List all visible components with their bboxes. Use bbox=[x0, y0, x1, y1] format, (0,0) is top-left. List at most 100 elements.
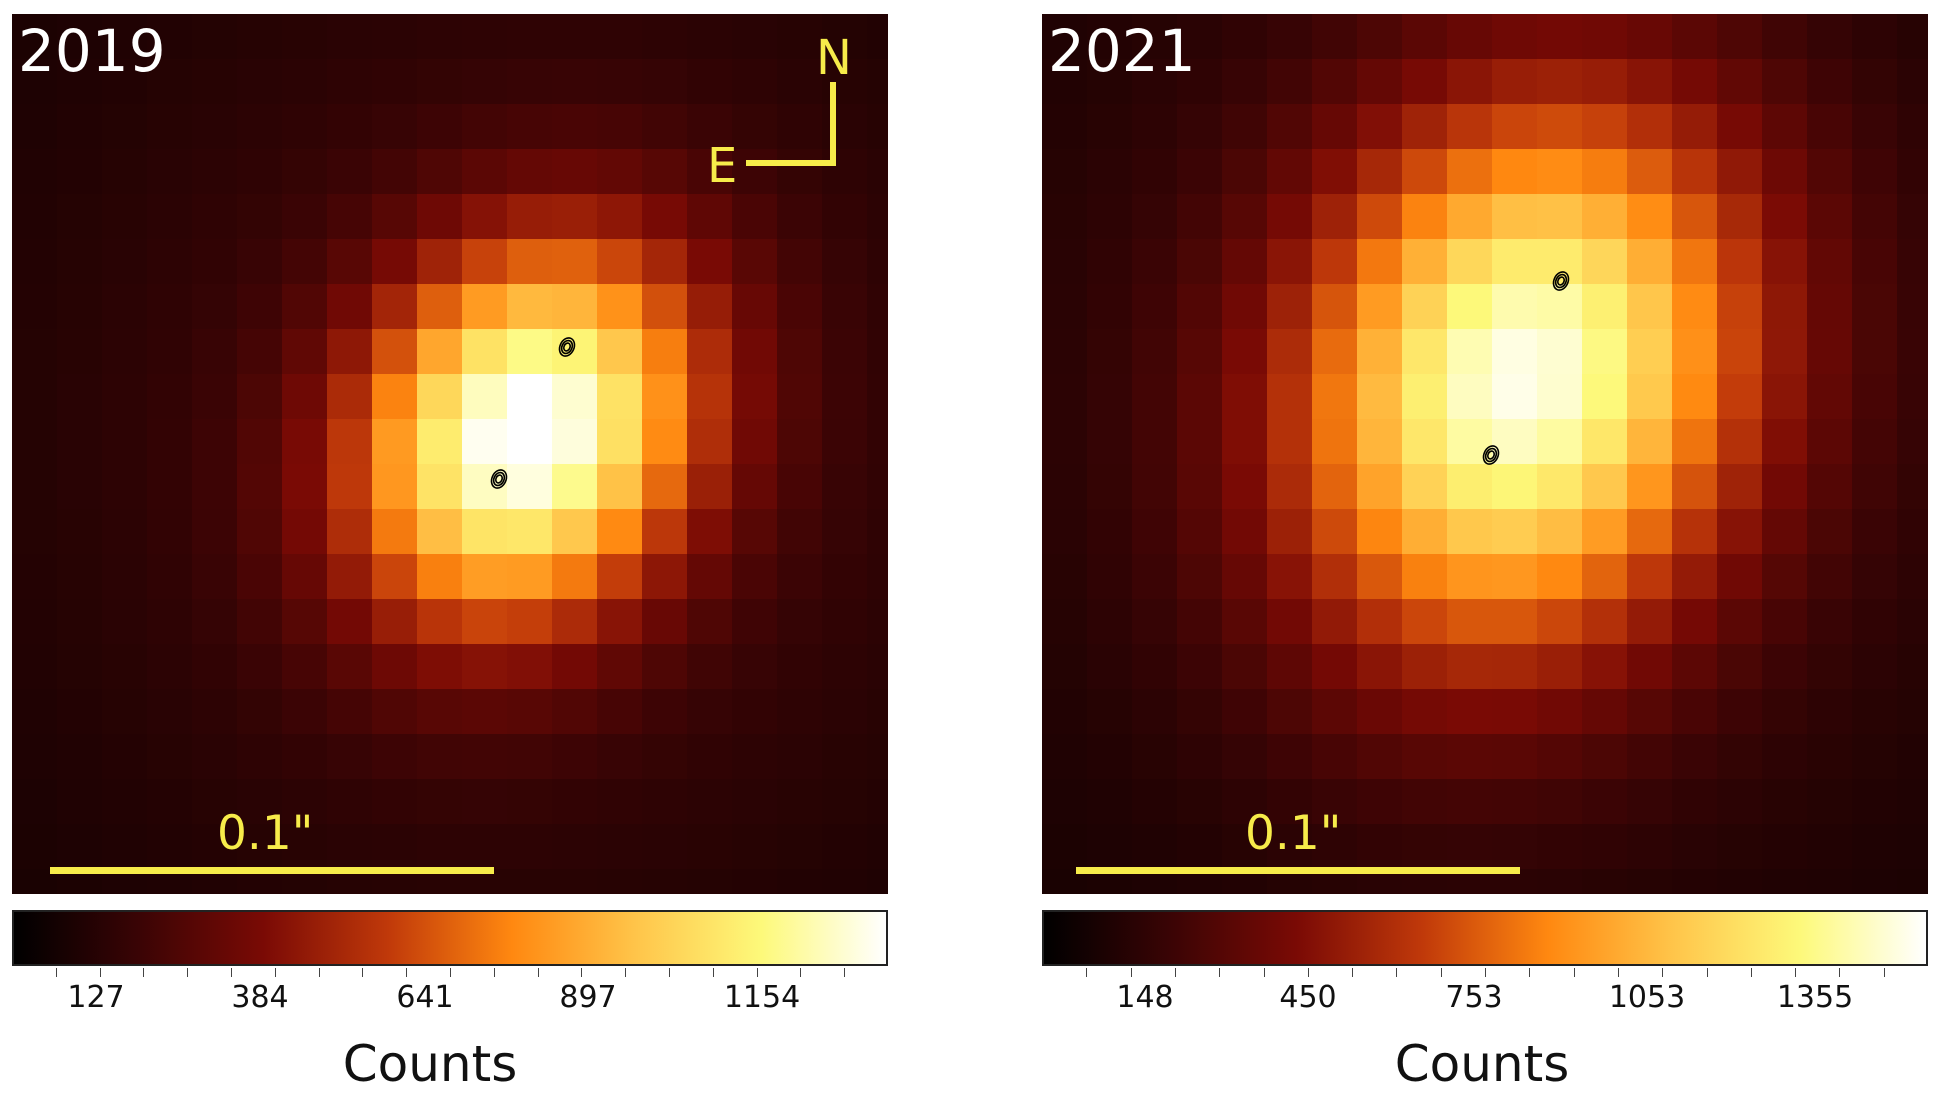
heatmap-pixel bbox=[1672, 779, 1718, 825]
heatmap-pixel bbox=[1447, 329, 1493, 375]
colorbar-tick-label: 450 bbox=[1279, 980, 1337, 1015]
colorbar-tick-label: 1154 bbox=[723, 980, 801, 1015]
heatmap-pixel bbox=[1852, 644, 1898, 690]
heatmap-pixel bbox=[777, 374, 823, 420]
heatmap-pixel bbox=[1447, 284, 1493, 330]
heatmap-pixel bbox=[1357, 509, 1403, 555]
heatmap-pixel bbox=[417, 14, 463, 60]
heatmap-pixel bbox=[1762, 554, 1808, 600]
heatmap-pixel bbox=[1627, 554, 1673, 600]
heatmap-pixel bbox=[552, 284, 598, 330]
heatmap-pixel bbox=[867, 194, 888, 240]
heatmap-pixel bbox=[372, 149, 418, 195]
heatmap-pixel bbox=[1672, 644, 1718, 690]
heatmap-pixel bbox=[507, 329, 553, 375]
heatmap-pixel bbox=[1672, 149, 1718, 195]
heatmap-pixel bbox=[1177, 509, 1223, 555]
heatmap-pixel bbox=[1447, 194, 1493, 240]
compass-east-label: E bbox=[707, 138, 738, 194]
heatmap-pixel bbox=[1852, 509, 1898, 555]
heatmap-pixel bbox=[1807, 284, 1853, 330]
heatmap-pixel bbox=[12, 149, 58, 195]
heatmap-pixel bbox=[192, 374, 238, 420]
contour-ring bbox=[490, 469, 508, 489]
heatmap-pixel bbox=[1312, 779, 1358, 825]
heatmap-pixel bbox=[1312, 599, 1358, 645]
heatmap-pixel bbox=[1492, 779, 1538, 825]
heatmap-pixel bbox=[282, 824, 328, 870]
heatmap-pixel bbox=[1132, 824, 1178, 870]
heatmap-pixel bbox=[1492, 644, 1538, 690]
heatmap-pixel bbox=[642, 689, 688, 735]
heatmap-pixel bbox=[867, 239, 888, 285]
heatmap-pixel bbox=[597, 419, 643, 465]
heatmap-pixel bbox=[12, 104, 58, 150]
heatmap-pixel bbox=[867, 329, 888, 375]
heatmap-pixel bbox=[1402, 509, 1448, 555]
heatmap-pixel bbox=[822, 779, 868, 825]
colorbar-tick bbox=[1839, 968, 1841, 977]
heatmap-pixel bbox=[282, 734, 328, 780]
heatmap-pixel bbox=[147, 374, 193, 420]
heatmap-pixel bbox=[1132, 464, 1178, 510]
heatmap-pixel bbox=[1042, 599, 1088, 645]
heatmap-pixel bbox=[867, 509, 888, 555]
heatmap-pixel bbox=[192, 689, 238, 735]
heatmap-pixel bbox=[1807, 194, 1853, 240]
heatmap-pixel bbox=[822, 194, 868, 240]
heatmap-pixel bbox=[372, 329, 418, 375]
heatmap-pixel bbox=[462, 59, 508, 105]
colorbar-tick bbox=[756, 968, 758, 977]
heatmap-pixel bbox=[642, 734, 688, 780]
heatmap-pixel bbox=[1402, 104, 1448, 150]
heatmap-pixel bbox=[1852, 869, 1898, 894]
heatmap-pixel bbox=[732, 419, 778, 465]
heatmap-pixel bbox=[57, 104, 103, 150]
heatmap-pixel bbox=[1717, 14, 1763, 60]
heatmap-pixel bbox=[1042, 104, 1088, 150]
heatmap-pixel bbox=[1852, 779, 1898, 825]
heatmap-pixel bbox=[1807, 464, 1853, 510]
heatmap-pixel bbox=[552, 239, 598, 285]
heatmap-pixel bbox=[1087, 374, 1133, 420]
heatmap-pixel bbox=[192, 149, 238, 195]
heatmap-pixel bbox=[597, 599, 643, 645]
heatmap-pixel bbox=[1807, 599, 1853, 645]
heatmap-pixel bbox=[1537, 149, 1583, 195]
heatmap-pixel bbox=[1852, 824, 1898, 870]
heatmap-pixel bbox=[1537, 644, 1583, 690]
heatmap-pixel bbox=[1627, 239, 1673, 285]
heatmap-pixel bbox=[12, 194, 58, 240]
heatmap-pixel bbox=[1672, 59, 1718, 105]
heatmap-pixel bbox=[1762, 239, 1808, 285]
colorbar-tick-label: 127 bbox=[67, 980, 125, 1015]
heatmap-pixel bbox=[102, 374, 148, 420]
heatmap-pixel bbox=[282, 329, 328, 375]
colorbar-tick bbox=[537, 968, 539, 977]
heatmap-pixel bbox=[507, 374, 553, 420]
heatmap-pixel bbox=[1492, 464, 1538, 510]
heatmap-pixel bbox=[732, 779, 778, 825]
heatmap-pixel bbox=[1447, 689, 1493, 735]
heatmap-pixel bbox=[1627, 149, 1673, 195]
heatmap-pixel bbox=[642, 14, 688, 60]
heatmap-pixel bbox=[777, 824, 823, 870]
heatmap-image-2019: 2019 N E 0.1" bbox=[12, 14, 888, 894]
heatmap-pixel bbox=[1402, 464, 1448, 510]
heatmap-pixel bbox=[147, 104, 193, 150]
heatmap-pixel bbox=[282, 419, 328, 465]
heatmap-pixel bbox=[282, 689, 328, 735]
heatmap-pixel bbox=[1087, 644, 1133, 690]
heatmap-pixel bbox=[1852, 194, 1898, 240]
heatmap-pixel bbox=[687, 599, 733, 645]
heatmap-pixel bbox=[822, 464, 868, 510]
heatmap-pixel bbox=[1492, 104, 1538, 150]
heatmap-pixel bbox=[1537, 824, 1583, 870]
heatmap-pixel bbox=[597, 464, 643, 510]
heatmap-pixel bbox=[507, 149, 553, 195]
heatmap-pixel bbox=[732, 104, 778, 150]
heatmap-pixel bbox=[597, 14, 643, 60]
heatmap-pixel bbox=[417, 689, 463, 735]
heatmap-pixel bbox=[1357, 464, 1403, 510]
source-contour-icon bbox=[1552, 271, 1570, 291]
